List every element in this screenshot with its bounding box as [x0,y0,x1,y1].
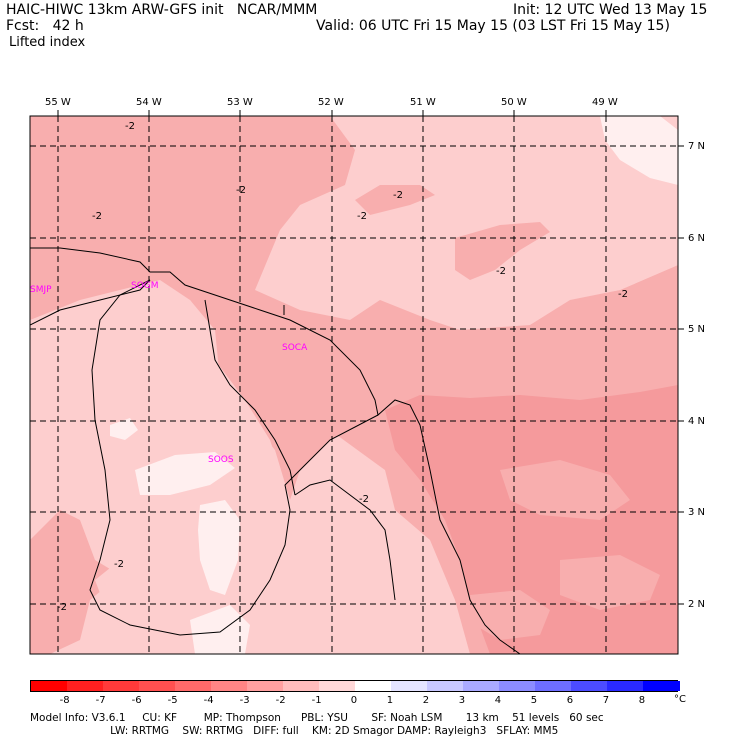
colorbar-tick-label: -5 [167,695,178,706]
contour-label: -2 [359,494,369,505]
model-title: HAIC-HIWC 13km ARW-GFS init NCAR/MMM [6,2,318,18]
colorbar-swatch [139,681,176,691]
lat-label-7n: 7 N [688,141,706,152]
colorbar-tick-label: 8 [638,695,646,706]
lon-label-55w: 55 W [45,97,71,108]
colorbar-swatch [175,681,212,691]
colorbar-swatch [607,681,644,691]
colorbar-tick-label: 4 [494,695,502,706]
colorbar-tick-label: -7 [95,695,106,706]
band-neg2-east-blob [455,222,550,280]
contour-label: -2 [393,190,403,201]
colorbar-swatch [67,681,104,691]
colorbar-swatch [247,681,284,691]
colorbar-swatch [571,681,608,691]
band-neg2-east-patch-3 [470,590,550,640]
colorbar-tick-label: -3 [239,695,250,706]
coastline-north [30,247,521,654]
contour-label: -2 [618,289,628,300]
colorbar-swatch [319,681,356,691]
station-labels: SMJP SOGM SOCA SOOS [30,281,308,465]
contour-labels: -2 -2 -2 -2 -2 -2 -2 -2 -2 -2 [57,121,628,613]
coastlines [30,247,521,654]
band-0-interior-a [135,452,235,495]
lat-label-6n: 6 N [688,233,706,244]
border-french-guiana-south [294,479,396,601]
colorbar-tick-label: 6 [566,695,574,706]
forecast-hour: Fcst: 42 h [6,18,84,34]
lon-label-52w: 52 W [318,97,344,108]
colorbar-swatch [463,681,500,691]
contour-label: -2 [92,211,102,222]
colorbar-swatch [535,681,572,691]
colorbar-tick-label: -8 [59,695,70,706]
colorbar-swatch [31,681,68,691]
border-suriname-interior-west [89,279,379,636]
colorbar-swatch [391,681,428,691]
band-neg2-west [30,150,170,270]
colorbar-tick-label: 7 [602,695,610,706]
station-soos: SOOS [208,455,234,465]
colorbar-swatch [427,681,464,691]
map-area: -2 -2 -2 -2 -2 -2 -2 -2 -2 -2 SMJP SOGM … [30,116,678,654]
map-frame [29,115,679,655]
contour-label: -2 [236,185,246,196]
colorbar-swatch [643,681,680,691]
colorbar-tick-label: 0 [350,695,358,706]
band-0-northeast [600,116,678,185]
lon-label-51w: 51 W [410,97,436,108]
lat-lon-grid [30,116,678,654]
colorbar-swatch [103,681,140,691]
contour-label: -2 [125,121,135,132]
field-name: Lifted index [9,35,86,50]
colorbar [30,680,680,692]
border-suriname-french-guiana [204,299,296,496]
colorbar-tick-label: -1 [311,695,322,706]
lon-label-50w: 50 W [501,97,527,108]
lat-label-2n: 2 N [688,599,706,610]
valid-time: Valid: 06 UTC Fri 15 May 15 (03 LST Fri … [316,18,670,34]
band-0-interior-c [110,418,138,440]
band-neg2-east-patch-2 [560,555,660,610]
map-ticks [57,110,684,605]
colorbar-swatch [283,681,320,691]
band-0-south [190,605,250,654]
colorbar-tick-label: -4 [203,695,214,706]
colorbar-tick-label: 1 [386,695,394,706]
contour-label: -2 [114,559,124,570]
contour-label: -2 [357,211,367,222]
colorbar-tick-label: -6 [131,695,142,706]
station-sogm: SOGM [131,281,159,291]
lon-label-54w: 54 W [136,97,162,108]
station-smjp: SMJP [30,285,52,295]
colorbar-tick-label: 2 [422,695,430,706]
colorbar-tick-label: 5 [530,695,538,706]
contour-label: -2 [496,266,506,277]
band-neg2-east-patch-1 [500,460,630,520]
init-time: Init: 12 UTC Wed 13 May 15 [513,2,708,18]
lat-label-5n: 5 N [688,324,706,335]
band-0-interior-b [198,500,240,595]
band-neg2-southwest [30,510,120,654]
colorbar-swatch [355,681,392,691]
colorbar-swatch [211,681,248,691]
band-neg2-island [355,185,435,215]
model-info-line1: Model Info: V3.6.1 CU: KF MP: Thompson P… [30,712,604,724]
model-info-line2: LW: RRTMG SW: RRTMG DIFF: full KM: 2D Sm… [30,725,559,737]
colorbar-unit: °C [674,694,686,705]
lon-label-49w: 49 W [592,97,618,108]
contour-label: -2 [57,602,67,613]
band-neg1-north-lobe [340,116,678,325]
lat-label-4n: 4 N [688,416,706,427]
border-west-guyana [30,279,151,326]
colorbar-tick-label: -2 [275,695,286,706]
lon-label-53w: 53 W [227,97,253,108]
station-soca: SOCA [282,343,308,353]
lat-label-3n: 3 N [688,507,706,518]
colorbar-swatch [499,681,536,691]
colorbar-tick-label: 3 [458,695,466,706]
